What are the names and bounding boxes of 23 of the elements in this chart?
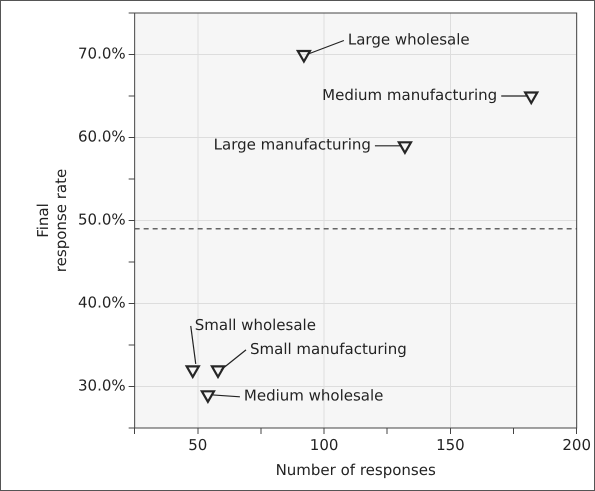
x-tick-label: 150 [436, 436, 465, 454]
point [398, 141, 412, 154]
annotation: Medium wholesale [244, 386, 384, 405]
point [296, 50, 312, 63]
point [186, 365, 200, 378]
x-tick-label: 200 [562, 436, 592, 454]
y-axis-title: Final response rate [34, 168, 70, 272]
annotation: Small wholesale [194, 316, 316, 334]
y-tick-label: 30.0% [78, 376, 126, 394]
x-tick-label: 50 [188, 436, 208, 454]
point [200, 390, 216, 403]
x-axis-title: Number of responses [276, 460, 436, 479]
y-tick-label: 70.0% [78, 44, 126, 62]
x-tick-label: 100 [310, 436, 338, 454]
annotation: Large manufacturing [214, 136, 371, 154]
point [524, 91, 538, 104]
point [210, 365, 226, 378]
y-tick-label: 50.0% [78, 210, 126, 228]
y-tick-label: 40.0% [78, 293, 126, 312]
annotation: Medium manufacturing [322, 86, 498, 104]
annotation: Small manufacturing [250, 340, 407, 358]
y-tick-label: 60.0% [78, 127, 126, 146]
annotation: Large wholesale [348, 30, 470, 48]
